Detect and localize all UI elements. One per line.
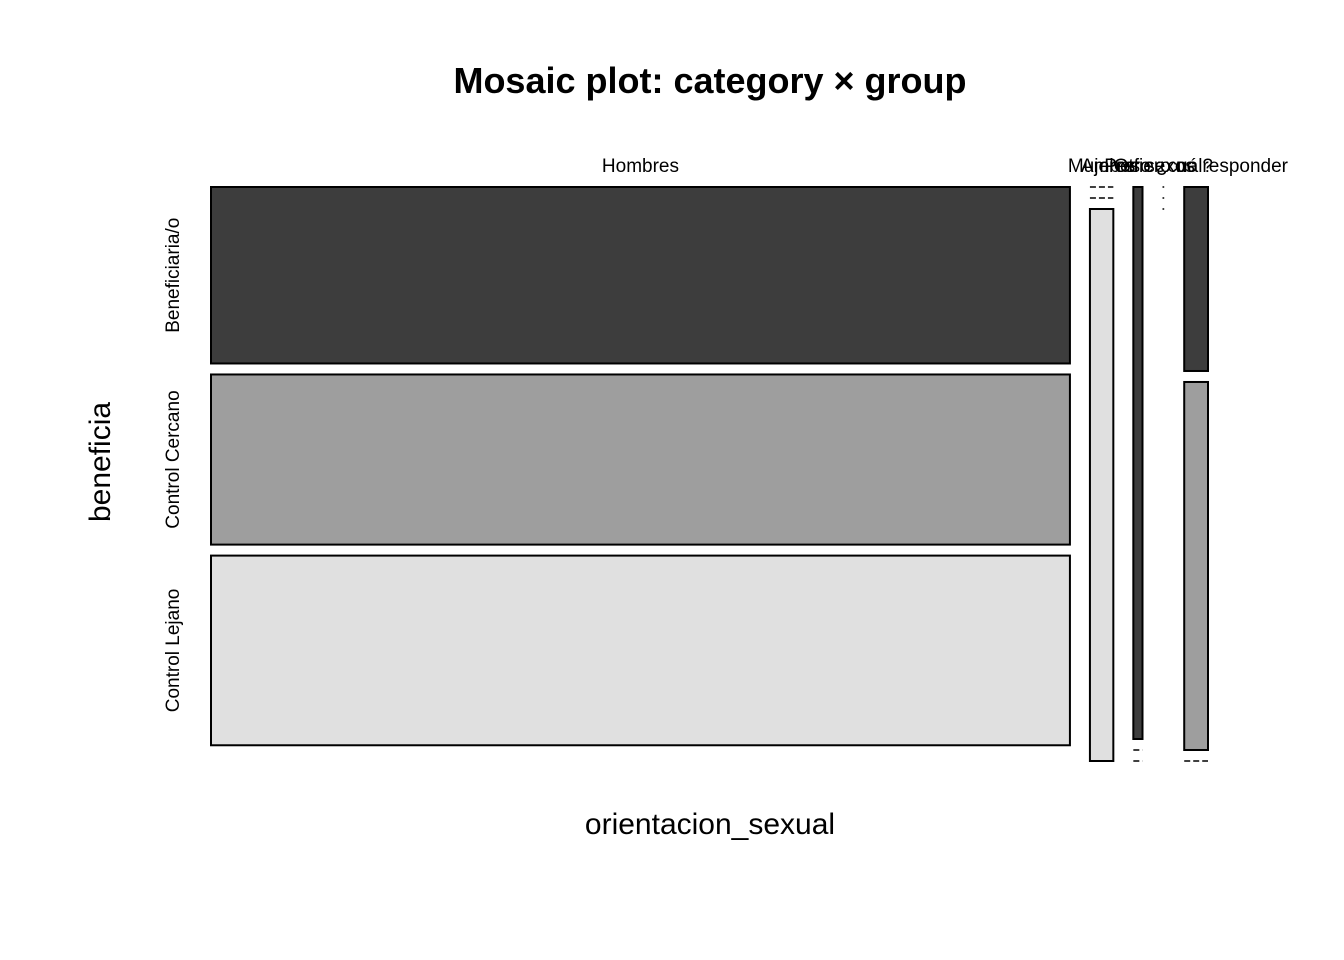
mosaic-marks [210,186,1209,762]
y-axis-label: beneficia [84,402,117,522]
cell-ambos-sexos-beneficiaria-o [1132,186,1144,740]
column-label-ambos-sexos: Ambos sexos [1081,156,1195,177]
column-label-prefiero-no-responder: Prefiero no responder [1104,156,1288,177]
row-labels: Beneficiaria/o Control Cercano Control Lej… [163,218,184,713]
cell-prefiero-no-responder-beneficiaria-o [1183,186,1209,372]
cell-mujeres-control-lejano [1088,208,1115,762]
cell-hombres-beneficiaria-o [210,186,1071,365]
chart-title: Mosaic plot: category × group [453,60,966,101]
row-label-beneficiaria-o: Beneficiaria/o [163,218,184,333]
row-label-control-cercano: Control Cercano [163,390,184,528]
x-axis-label: orientacion_sexual [585,808,835,841]
column-label-otro-cual: Otro ¿cuál? [1114,156,1213,177]
column-label-hombres: Hombres [602,156,679,177]
cell-prefiero-no-responder-control-cercano [1183,380,1209,751]
column-label-mujeres: Mujeres [1068,156,1136,177]
row-label-control-lejano: Control Lejano [163,589,184,713]
cell-hombres-control-lejano [210,554,1071,747]
cell-hombres-control-cercano [210,373,1071,546]
